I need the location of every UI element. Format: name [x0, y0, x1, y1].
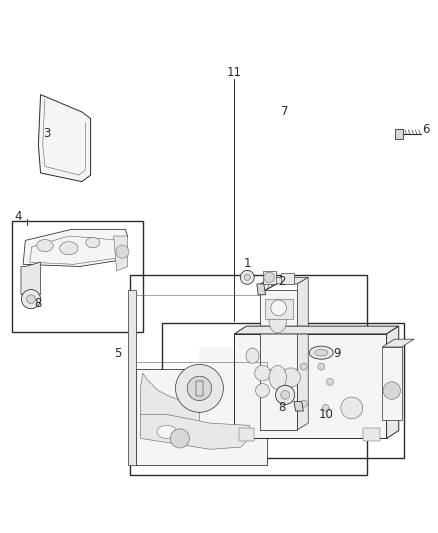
Circle shape: [240, 270, 254, 284]
Ellipse shape: [309, 346, 333, 359]
Bar: [382, 347, 402, 420]
Polygon shape: [127, 290, 136, 465]
Circle shape: [116, 245, 129, 258]
Circle shape: [27, 295, 35, 303]
Bar: [260, 290, 297, 430]
Text: 9: 9: [333, 347, 340, 360]
Circle shape: [255, 384, 269, 398]
Circle shape: [254, 365, 270, 381]
Polygon shape: [234, 326, 399, 334]
Circle shape: [318, 363, 325, 370]
Circle shape: [244, 274, 251, 280]
Polygon shape: [297, 277, 308, 430]
Polygon shape: [387, 326, 399, 439]
Ellipse shape: [246, 348, 259, 364]
Circle shape: [322, 405, 329, 411]
Circle shape: [276, 385, 295, 405]
Circle shape: [326, 378, 333, 385]
Polygon shape: [21, 262, 41, 295]
Ellipse shape: [269, 309, 286, 333]
Polygon shape: [260, 277, 308, 284]
Polygon shape: [262, 271, 276, 284]
Circle shape: [176, 365, 223, 413]
Text: 2: 2: [279, 275, 286, 288]
Text: 6: 6: [422, 123, 430, 136]
Text: 8: 8: [279, 401, 286, 415]
Polygon shape: [23, 230, 127, 266]
Polygon shape: [141, 373, 199, 430]
Ellipse shape: [269, 366, 286, 390]
Polygon shape: [363, 427, 380, 441]
Circle shape: [341, 397, 363, 419]
Ellipse shape: [235, 368, 247, 409]
Polygon shape: [257, 284, 265, 295]
Polygon shape: [265, 299, 293, 319]
Bar: [234, 334, 387, 439]
Ellipse shape: [86, 237, 100, 248]
Polygon shape: [239, 427, 254, 441]
Text: 3: 3: [43, 127, 51, 140]
Text: 4: 4: [14, 210, 21, 223]
Ellipse shape: [37, 239, 53, 252]
Ellipse shape: [60, 241, 78, 255]
Circle shape: [281, 368, 300, 387]
Bar: [162, 323, 404, 458]
Ellipse shape: [193, 368, 205, 409]
Polygon shape: [281, 273, 294, 284]
Text: 10: 10: [318, 408, 333, 421]
Polygon shape: [136, 369, 267, 465]
Circle shape: [187, 376, 212, 400]
Text: 11: 11: [227, 66, 242, 79]
Polygon shape: [39, 94, 91, 182]
Circle shape: [300, 400, 307, 407]
Polygon shape: [294, 401, 304, 411]
Text: 1: 1: [244, 257, 251, 270]
Bar: [12, 221, 143, 332]
Polygon shape: [196, 381, 203, 396]
Circle shape: [21, 289, 41, 309]
Polygon shape: [395, 128, 403, 139]
Polygon shape: [382, 339, 414, 347]
Ellipse shape: [157, 425, 177, 439]
Bar: [130, 275, 367, 475]
Circle shape: [300, 363, 307, 370]
Polygon shape: [141, 415, 250, 449]
Circle shape: [271, 300, 286, 316]
Polygon shape: [199, 347, 241, 430]
Ellipse shape: [315, 350, 328, 356]
Text: 5: 5: [114, 347, 122, 360]
Circle shape: [383, 382, 400, 399]
Circle shape: [264, 272, 274, 282]
Polygon shape: [114, 236, 127, 271]
Text: 8: 8: [35, 297, 42, 310]
Circle shape: [281, 391, 290, 399]
Circle shape: [170, 429, 189, 448]
Text: 7: 7: [280, 106, 288, 118]
